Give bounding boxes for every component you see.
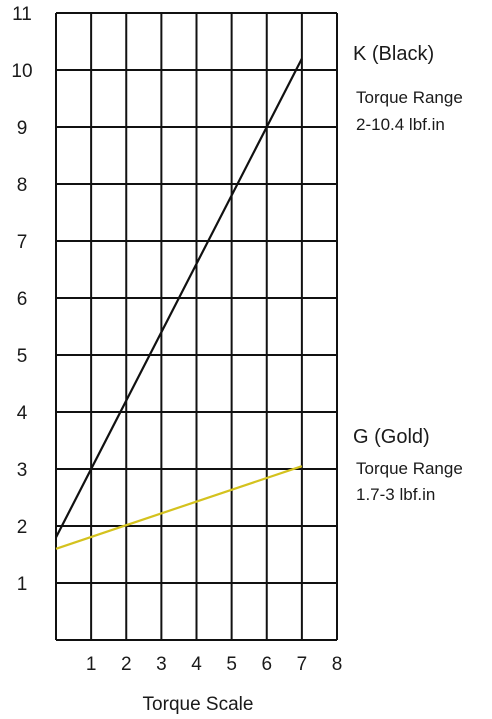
y-tick-label: 7 <box>17 232 28 253</box>
x-tick-label: 7 <box>297 654 308 675</box>
x-tick-label: 6 <box>261 654 272 675</box>
y-tick-label: 1 <box>17 574 28 595</box>
series-k-name: K (Black) <box>353 43 434 65</box>
y-tick-label: 10 <box>11 61 32 82</box>
series-g-name: G (Gold) <box>353 426 430 448</box>
x-axis-label: Torque Scale <box>143 694 254 715</box>
series-lines <box>55 58 303 550</box>
y-tick-label: 4 <box>17 403 28 424</box>
series-line-k-black <box>55 58 303 538</box>
y-tick-label: 3 <box>17 460 28 481</box>
y-tick-label: 8 <box>17 175 28 196</box>
x-tick-label: 4 <box>191 654 202 675</box>
y-tick-label: 2 <box>17 517 28 538</box>
series-g-range-title: Torque Range <box>356 459 463 478</box>
x-tick-label: 2 <box>121 654 132 675</box>
x-tick-labels: 1 2 3 4 5 6 7 8 <box>86 654 342 675</box>
x-tick-label: 1 <box>86 654 97 675</box>
grid <box>55 12 338 641</box>
y-tick-label: 9 <box>17 118 28 139</box>
x-tick-label: 5 <box>226 654 237 675</box>
y-tick-labels: 1 2 3 4 5 6 7 8 9 10 11 <box>11 4 32 595</box>
y-tick-label: 6 <box>17 289 28 310</box>
y-tick-label: 11 <box>12 4 32 25</box>
series-line-g-gold <box>55 465 303 550</box>
series-k-range-title: Torque Range <box>356 88 463 107</box>
series-k-range-value: 2-10.4 lbf.in <box>356 115 445 134</box>
series-g-range-value: 1.7-3 lbf.in <box>356 485 435 504</box>
x-tick-label: 8 <box>332 654 343 675</box>
x-tick-label: 3 <box>156 654 167 675</box>
y-tick-label: 5 <box>17 346 28 367</box>
